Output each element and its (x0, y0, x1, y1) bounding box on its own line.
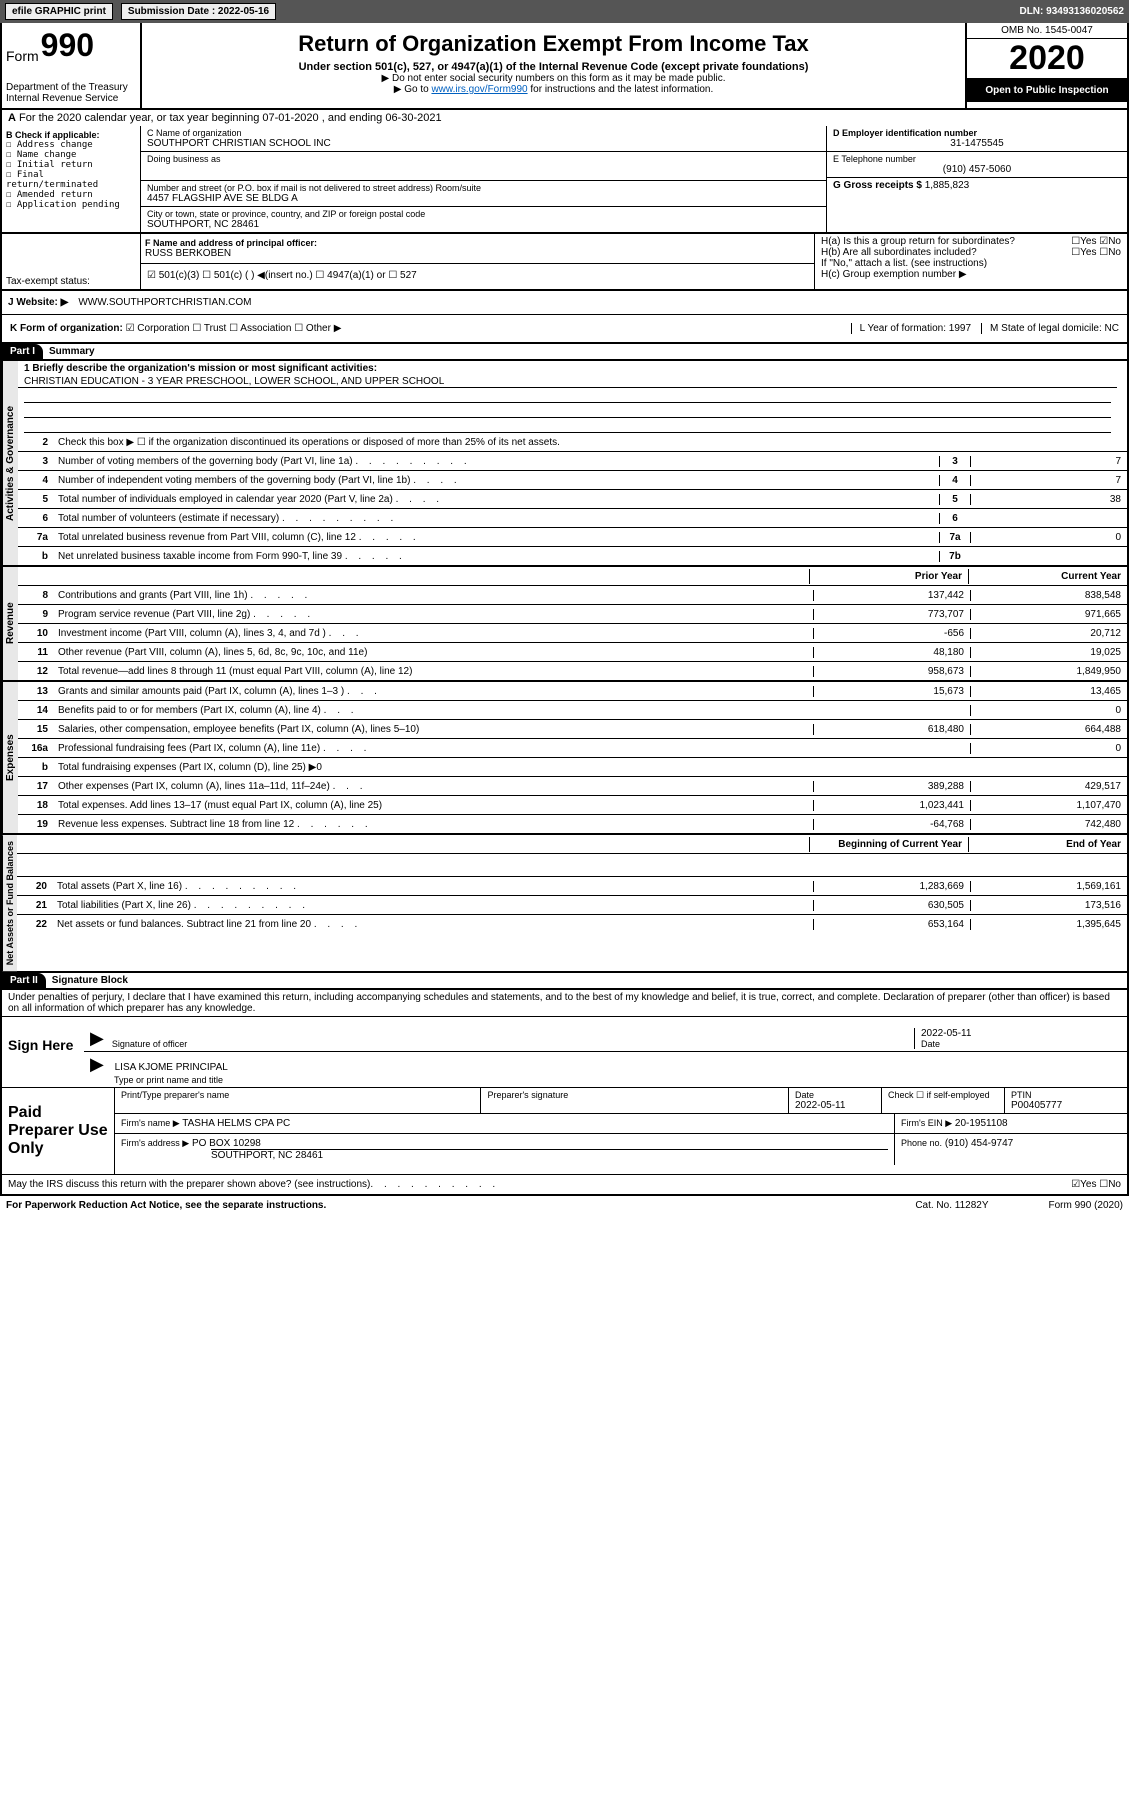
expenses-label: Expenses (2, 682, 18, 833)
tax-status-opts: ☑ 501(c)(3) ☐ 501(c) ( ) ◀(insert no.) ☐… (141, 264, 814, 287)
sign-arrow-icon: ▶ (90, 1054, 104, 1074)
org-name: SOUTHPORT CHRISTIAN SCHOOL INC (147, 138, 820, 149)
form-number: Form990 (6, 27, 136, 64)
governance-label: Activities & Governance (2, 361, 18, 565)
signature-block: Under penalties of perjury, I declare th… (0, 990, 1129, 1196)
officer-group-block: Tax-exempt status: F Name and address of… (0, 234, 1129, 291)
net-assets-label: Net Assets or Fund Balances (2, 835, 17, 971)
expenses-section: Expenses 13Grants and similar amounts pa… (0, 682, 1129, 835)
principal-officer: RUSS BERKOBEN (145, 248, 810, 259)
dept-label: Department of the Treasury Internal Reve… (6, 82, 136, 104)
submission-date: Submission Date : 2022-05-16 (121, 3, 276, 20)
phone: (910) 457-5060 (833, 164, 1121, 175)
governance-section: Activities & Governance 1 Briefly descri… (0, 361, 1129, 567)
ein: 31-1475545 (833, 138, 1121, 149)
part1-header: Part I Summary (0, 344, 1129, 361)
paid-preparer-label: Paid Preparer Use Only (2, 1088, 114, 1174)
tax-year: 2020 (967, 39, 1127, 79)
top-toolbar: efile GRAPHIC print Submission Date : 20… (0, 0, 1129, 23)
revenue-label: Revenue (2, 567, 18, 680)
dln: DLN: 93493136020562 (1019, 6, 1124, 17)
org-website: WWW.SOUTHPORTCHRISTIAN.COM (78, 297, 251, 308)
page-footer: For Paperwork Reduction Act Notice, see … (0, 1196, 1129, 1215)
website-row: J Website: ▶ WWW.SOUTHPORTCHRISTIAN.COM (0, 291, 1129, 315)
revenue-section: Revenue Prior YearCurrent Year 8Contribu… (0, 567, 1129, 682)
org-info-block: B Check if applicable: ☐ Address change … (0, 126, 1129, 234)
check-if-applicable: B Check if applicable: ☐ Address change … (2, 126, 141, 232)
gross-receipts: 1,885,823 (925, 180, 970, 191)
open-public: Open to Public Inspection (967, 79, 1127, 102)
firm-name: TASHA HELMS CPA PC (182, 1118, 290, 1129)
omb-number: OMB No. 1545-0047 (967, 23, 1127, 39)
tax-status-cell: Tax-exempt status: (2, 234, 141, 289)
org-city: SOUTHPORT, NC 28461 (147, 219, 820, 230)
form-title: Return of Organization Exempt From Incom… (146, 31, 961, 57)
tax-period: A For the 2020 calendar year, or tax yea… (0, 110, 1129, 126)
sign-here-label: Sign Here (2, 1017, 84, 1087)
part2-header: Part II Signature Block (0, 973, 1129, 990)
perjury-statement: Under penalties of perjury, I declare th… (2, 990, 1127, 1017)
officer-name: LISA KJOME PRINCIPAL (115, 1062, 228, 1073)
group-return-block: H(a) Is this a group return for subordin… (815, 234, 1127, 289)
ssn-note: ▶ Do not enter social security numbers o… (146, 73, 961, 84)
net-assets-section: Net Assets or Fund Balances Beginning of… (0, 835, 1129, 973)
form-header: Form990 Department of the Treasury Inter… (0, 23, 1129, 110)
mission: CHRISTIAN EDUCATION - 3 YEAR PRESCHOOL, … (18, 376, 1117, 388)
form-org-row: K Form of organization: ☑ Corporation ☐ … (0, 315, 1129, 344)
irs-link[interactable]: www.irs.gov/Form990 (431, 84, 527, 95)
form-subtitle: Under section 501(c), 527, or 4947(a)(1)… (146, 61, 961, 73)
sign-arrow-icon: ▶ (90, 1028, 104, 1049)
efile-button[interactable]: efile GRAPHIC print (5, 3, 113, 20)
website-note: ▶ Go to www.irs.gov/Form990 for instruct… (146, 84, 961, 95)
discuss-answer: ☑Yes ☐No (1071, 1179, 1121, 1190)
org-street: 4457 FLAGSHIP AVE SE BLDG A (147, 193, 820, 204)
